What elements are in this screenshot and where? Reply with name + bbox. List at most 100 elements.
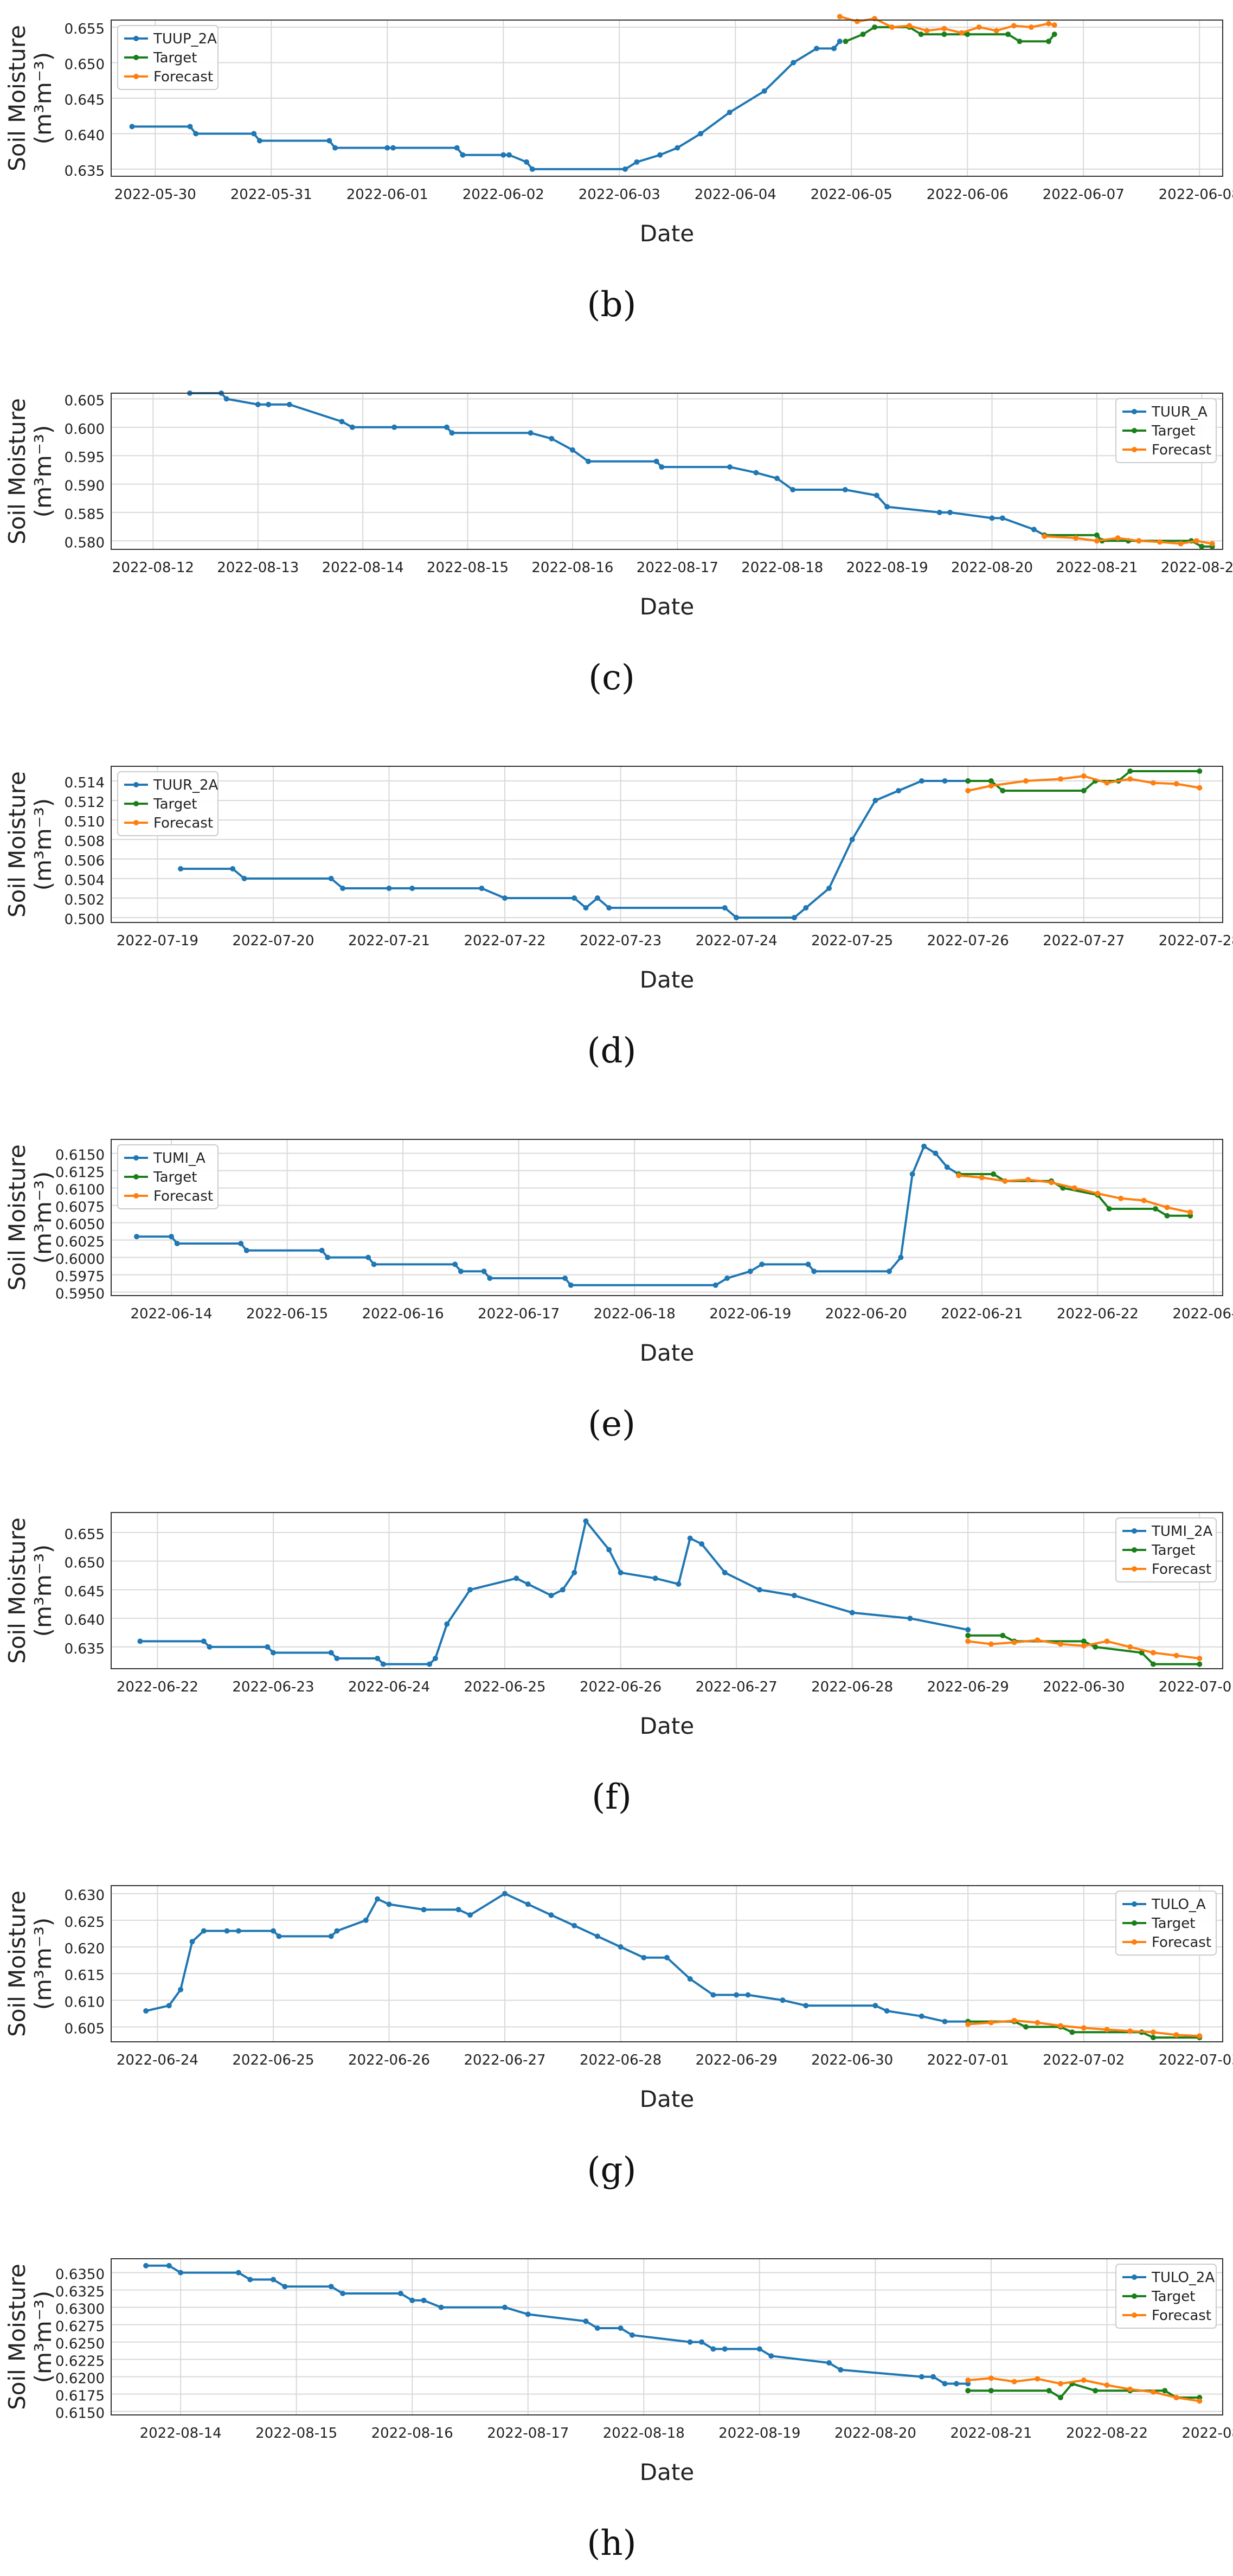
- data-point: [349, 424, 355, 430]
- data-point: [896, 788, 902, 793]
- data-point: [843, 39, 849, 44]
- data-point: [502, 895, 508, 901]
- legend-label: TULO_A: [1151, 1896, 1206, 1913]
- x-tick-label: 2022-06-25: [464, 1679, 545, 1695]
- data-point: [747, 1268, 753, 1274]
- data-point: [339, 419, 345, 425]
- data-point: [174, 1241, 180, 1246]
- x-tick-label: 2022-06-24: [117, 2052, 198, 2068]
- data-point: [921, 1143, 927, 1149]
- series-line-tulo-a: [145, 1892, 968, 2023]
- data-point: [1127, 776, 1133, 782]
- legend-label: TUMI_2A: [1151, 1523, 1213, 1540]
- x-tick-label: 2022-07-27: [1043, 933, 1125, 949]
- data-point: [1051, 31, 1057, 37]
- data-point: [727, 110, 733, 116]
- data-point: [189, 1939, 195, 1945]
- data-point: [652, 1575, 658, 1581]
- x-tick-label: 2022-08-12: [112, 560, 194, 576]
- data-point: [1197, 2033, 1203, 2039]
- y-tick-label: 0.625: [65, 1914, 105, 1931]
- data-point: [340, 2291, 346, 2296]
- y-tick-label: 0.6225: [55, 2354, 105, 2370]
- data-point: [965, 778, 971, 784]
- x-tick-label: 2022-07-19: [117, 933, 198, 949]
- data-point: [1081, 1638, 1087, 1644]
- data-point: [560, 1587, 566, 1593]
- legend-marker: [1132, 2274, 1137, 2280]
- data-point: [571, 895, 577, 901]
- data-point: [837, 39, 843, 44]
- data-point: [243, 1247, 249, 1253]
- x-tick-label: 2022-06-29: [927, 1679, 1009, 1695]
- legend-label: TUMI_A: [153, 1150, 206, 1167]
- y-tick-label: 0.6325: [55, 2284, 105, 2301]
- data-point: [525, 2311, 531, 2317]
- panel-caption: (h): [587, 2523, 636, 2564]
- data-point: [898, 1254, 904, 1260]
- data-point: [988, 1641, 994, 1647]
- data-point: [657, 152, 663, 158]
- data-point: [907, 1616, 913, 1622]
- data-point: [319, 1247, 325, 1253]
- data-point: [460, 152, 466, 158]
- data-point: [1042, 533, 1048, 539]
- x-tick-label: 2022-08-21: [1056, 560, 1138, 576]
- y-tick-label: 0.645: [65, 92, 105, 108]
- x-tick-label: 2022-08-23: [1181, 2425, 1233, 2442]
- data-point: [452, 1261, 458, 1267]
- data-point: [334, 1928, 340, 1934]
- data-point: [1025, 1177, 1031, 1183]
- data-point: [1118, 1195, 1124, 1201]
- data-point: [606, 905, 612, 911]
- data-point: [947, 509, 953, 515]
- data-point: [942, 2381, 948, 2387]
- data-point: [1011, 2017, 1017, 2023]
- data-point: [936, 509, 942, 515]
- data-point: [427, 1661, 433, 1667]
- data-point: [1058, 2395, 1063, 2400]
- data-point: [606, 1547, 612, 1553]
- data-point: [444, 424, 449, 430]
- data-point: [933, 1150, 939, 1156]
- data-point: [999, 515, 1005, 521]
- x-tick-label: 2022-06-30: [811, 2052, 893, 2068]
- data-point: [1178, 541, 1184, 547]
- data-point: [397, 2291, 403, 2296]
- legend: TUMI_2A Target Forecast: [1115, 1517, 1217, 1582]
- x-tick-label: 2022-06-18: [594, 1306, 676, 1322]
- legend-marker: [1132, 1901, 1137, 1907]
- data-point: [965, 1638, 971, 1644]
- data-point: [803, 2003, 809, 2009]
- data-point: [953, 2381, 959, 2387]
- data-point: [919, 2013, 924, 2019]
- data-point: [791, 60, 797, 66]
- y-tick-label: 0.615: [65, 1968, 105, 1984]
- data-point: [256, 138, 262, 144]
- legend-marker: [1132, 447, 1137, 452]
- x-tick-label: 2022-06-27: [696, 1679, 778, 1695]
- data-point: [722, 2346, 728, 2352]
- data-point: [831, 46, 837, 52]
- legend: TULO_A Target Forecast: [1115, 1891, 1217, 1956]
- data-point: [1197, 785, 1203, 791]
- data-point: [502, 1891, 508, 1896]
- y-tick-label: 0.6075: [55, 1200, 105, 1216]
- x-tick-label: 2022-06-26: [580, 1679, 662, 1695]
- y-tick-label: 0.6025: [55, 1234, 105, 1251]
- data-point: [907, 23, 913, 29]
- data-point: [965, 31, 971, 37]
- x-tick-label: 2022-08-19: [718, 2425, 800, 2442]
- data-point: [687, 2339, 693, 2345]
- data-point: [1011, 1639, 1017, 1645]
- y-tick-label: 0.605: [65, 393, 105, 409]
- y-axis-unit: (m³m⁻³): [30, 1918, 56, 2010]
- y-tick-label: 0.6275: [55, 2319, 105, 2335]
- x-axis-label: Date: [640, 1340, 694, 1366]
- chart-panel-1: 0.580 0.585 0.590 0.595 0.600 0.605 2022-08-12…: [4, 390, 1233, 698]
- data-point: [698, 131, 704, 137]
- data-point: [1049, 1180, 1054, 1186]
- legend-label: Forecast: [153, 815, 213, 831]
- y-axis-unit: (m³m⁻³): [30, 1171, 56, 1264]
- plot-frame: [111, 1512, 1223, 1669]
